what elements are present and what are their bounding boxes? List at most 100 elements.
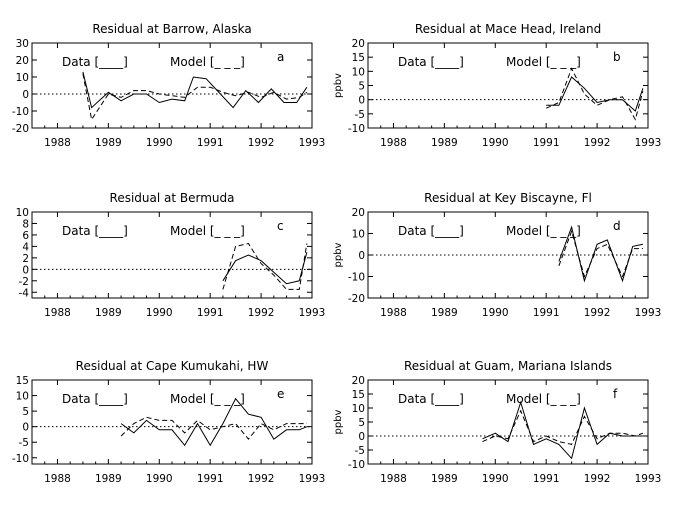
y-axis-label: ppbv — [333, 73, 344, 98]
x-tick-label: 1990 — [482, 307, 509, 319]
y-axis-label: ppbv — [333, 409, 344, 434]
y-tick-label: 8 — [22, 218, 29, 230]
x-tick-label: 1991 — [197, 137, 224, 149]
y-tick-label: -10 — [12, 453, 29, 465]
x-tick-label: 1988 — [380, 307, 407, 319]
x-tick-label: 1991 — [533, 137, 560, 149]
y-axis-label: ppbv — [333, 242, 344, 267]
panel-title: Residual at Mace Head, Ireland — [415, 22, 601, 36]
model-series-line — [222, 242, 308, 290]
y-tick-label: -2 — [19, 276, 29, 288]
legend-model: Model [_ _ _] — [506, 224, 581, 238]
chart-panel-d: Residual at Key Biscayne, Fl 1988 1989 1990… — [333, 191, 661, 319]
y-tick-label: 4 — [22, 241, 29, 253]
legend-data: Data [____] — [398, 55, 464, 69]
y-tick-label: -4 — [19, 287, 30, 299]
x-tick-label: 1989 — [431, 473, 458, 485]
y-tick-label: 5 — [22, 406, 29, 418]
y-tick-label: 20 — [352, 38, 365, 50]
x-tick-label: 1990 — [146, 137, 173, 149]
data-series-line — [482, 400, 643, 460]
x-tick-label: 1989 — [95, 473, 122, 485]
x-tick-label: 1988 — [44, 473, 71, 485]
model-series-line — [545, 67, 644, 121]
y-tick-label: 5 — [358, 81, 365, 93]
y-tick-label: -5 — [355, 109, 365, 121]
model-series-line — [82, 73, 308, 121]
legend-model: Model [_ _ _] — [170, 224, 245, 238]
x-tick-label: 1992 — [248, 137, 275, 149]
x-tick-label: 1993 — [635, 473, 662, 485]
x-tick-label: 1988 — [44, 307, 71, 319]
x-tick-label: 1993 — [635, 307, 662, 319]
y-tick-label: -5 — [19, 437, 29, 449]
x-tick-label: 1989 — [95, 137, 122, 149]
x-tick-label: 1988 — [380, 137, 407, 149]
panel-letter: d — [613, 219, 621, 233]
panel-title: Residual at Bermuda — [110, 191, 235, 205]
panel-letter: c — [277, 219, 284, 233]
x-tick-label: 1991 — [197, 307, 224, 319]
y-tick-label: -10 — [348, 459, 365, 471]
y-tick-label: -10 — [12, 106, 29, 118]
x-tick-label: 1991 — [533, 307, 560, 319]
legend-data: Data [____] — [62, 224, 128, 238]
x-tick-label: 1992 — [584, 137, 611, 149]
chart-panel-e: Residual at Cape Kumukahi, HW 1988 1989 199… — [12, 359, 326, 485]
y-tick-label: 20 — [16, 55, 29, 67]
legend-model: Model [_ _ _] — [170, 392, 245, 406]
y-tick-label: 30 — [16, 38, 29, 50]
x-tick-label: 1990 — [146, 473, 173, 485]
chart-panel-c: Residual at Bermuda 1988 1989 1990 1991 1992 1… — [16, 191, 326, 319]
panel-title: Residual at Cape Kumukahi, HW — [76, 359, 269, 373]
x-tick-label: 1993 — [299, 473, 326, 485]
model-series-line — [482, 409, 644, 445]
x-tick-label: 1993 — [299, 137, 326, 149]
x-tick-label: 1991 — [197, 473, 224, 485]
y-tick-label: 10 — [352, 229, 365, 241]
y-tick-label: -10 — [348, 123, 365, 135]
legend-data: Data [____] — [398, 392, 464, 406]
x-tick-label: 1993 — [299, 307, 326, 319]
y-tick-label: 0 — [22, 422, 29, 434]
y-tick-label: 5 — [358, 417, 365, 429]
y-tick-label: 15 — [352, 52, 365, 64]
y-tick-label: 0 — [22, 89, 29, 101]
data-series-line — [120, 397, 308, 447]
y-tick-label: 10 — [352, 66, 365, 78]
chart-panel-b: Residual at Mace Head, Ireland 1988 1989 19… — [333, 22, 661, 149]
y-tick-label: -10 — [348, 272, 365, 284]
x-tick-label: 1989 — [431, 137, 458, 149]
y-tick-label: 20 — [352, 207, 365, 219]
y-tick-label: 0 — [358, 95, 365, 107]
y-tick-label: 6 — [22, 230, 29, 242]
legend-model: Model [_ _ _] — [170, 55, 245, 69]
x-tick-label: 1989 — [431, 307, 458, 319]
y-tick-label: 10 — [352, 403, 365, 415]
legend-data: Data [____] — [398, 224, 464, 238]
x-tick-label: 1993 — [635, 137, 662, 149]
y-tick-label: 0 — [358, 250, 365, 262]
y-tick-label: 20 — [352, 375, 365, 387]
y-tick-label: 15 — [352, 389, 365, 401]
y-tick-label: 10 — [16, 72, 29, 84]
data-series-line — [82, 71, 308, 109]
legend-data: Data [____] — [62, 392, 128, 406]
y-tick-label: 2 — [22, 253, 29, 265]
data-series-line — [222, 251, 308, 285]
y-tick-label: -5 — [355, 445, 365, 457]
legend-model: Model [_ _ _] — [506, 392, 581, 406]
y-tick-label: -20 — [12, 123, 29, 135]
y-tick-label: 0 — [358, 431, 365, 443]
y-tick-label: -20 — [348, 293, 365, 305]
x-tick-label: 1988 — [44, 137, 71, 149]
x-tick-label: 1992 — [584, 307, 611, 319]
x-tick-label: 1992 — [248, 307, 275, 319]
model-series-line — [558, 229, 643, 278]
x-tick-label: 1988 — [380, 473, 407, 485]
y-tick-label: 15 — [16, 375, 29, 387]
panel-letter: a — [277, 50, 284, 64]
chart-panel-f: Residual at Guam, Mariana Islands 1988 198… — [333, 359, 661, 485]
